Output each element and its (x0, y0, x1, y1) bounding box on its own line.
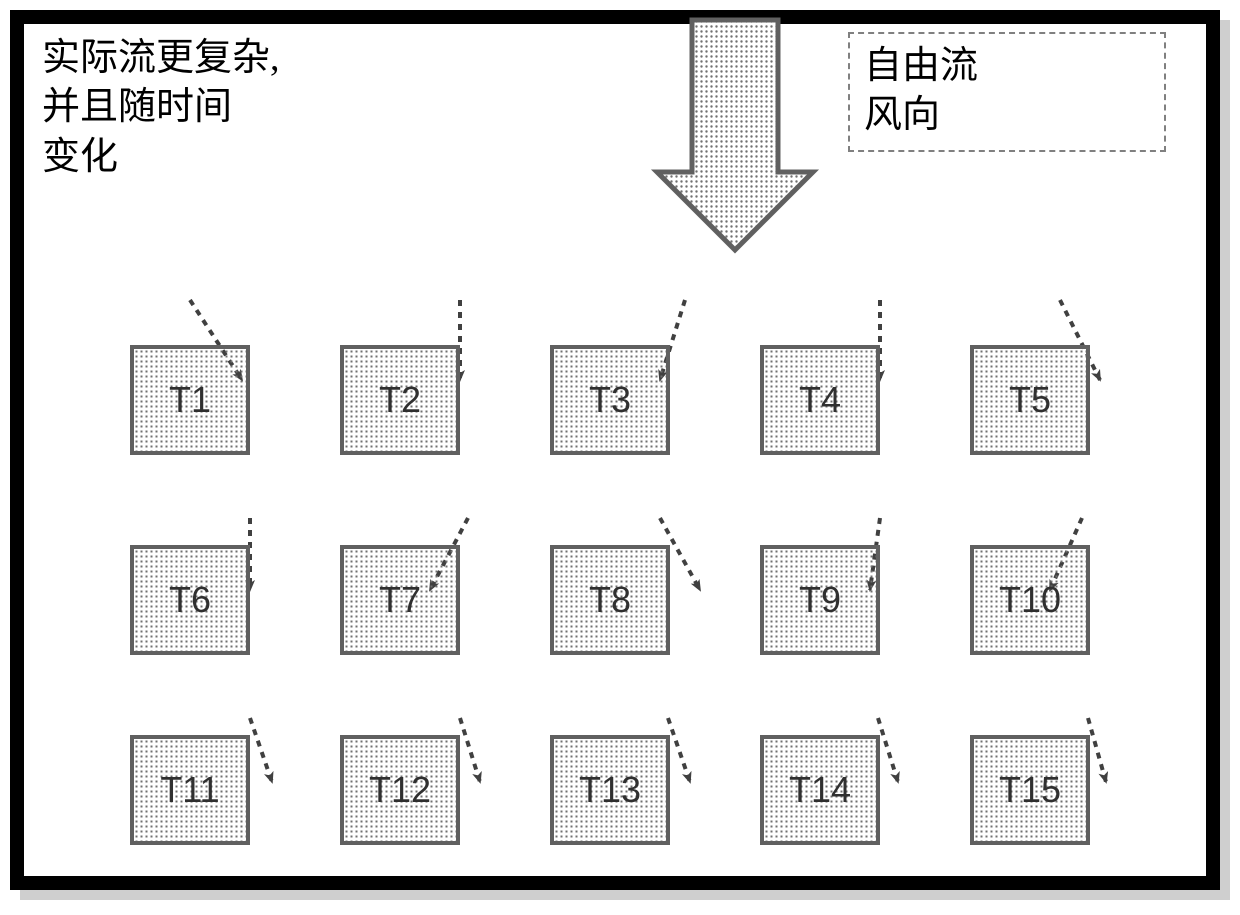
turbine-label: T9 (799, 579, 841, 621)
turbine-box: T11 (130, 735, 250, 845)
legend-line: 自由流 (864, 42, 1150, 91)
turbine-box: T12 (340, 735, 460, 845)
legend-line: 风向 (864, 91, 1150, 140)
turbine-box: T10 (970, 545, 1090, 655)
turbine-box: T6 (130, 545, 250, 655)
turbine-box: T5 (970, 345, 1090, 455)
legend-box: 自由流风向 (848, 32, 1166, 152)
turbine-label: T15 (999, 769, 1061, 811)
turbine-box: T14 (760, 735, 880, 845)
turbine-box: T3 (550, 345, 670, 455)
turbine-box: T4 (760, 345, 880, 455)
turbine-box: T13 (550, 735, 670, 845)
turbine-label: T13 (579, 769, 641, 811)
turbine-box: T1 (130, 345, 250, 455)
caption-line: 变化 (42, 133, 280, 182)
turbine-label: T4 (799, 379, 841, 421)
caption-line: 实际流更复杂, (42, 34, 280, 83)
turbine-box: T8 (550, 545, 670, 655)
turbine-label: T5 (1009, 379, 1051, 421)
turbine-label: T2 (379, 379, 421, 421)
turbine-label: T6 (169, 579, 211, 621)
turbine-label: T10 (999, 579, 1061, 621)
turbine-label: T12 (369, 769, 431, 811)
turbine-label: T14 (789, 769, 851, 811)
turbine-box: T2 (340, 345, 460, 455)
turbine-box: T7 (340, 545, 460, 655)
turbine-label: T7 (379, 579, 421, 621)
turbine-box: T9 (760, 545, 880, 655)
turbine-label: T11 (160, 769, 219, 811)
turbine-box: T15 (970, 735, 1090, 845)
page: 实际流更复杂,并且随时间变化 自由流风向 T1 T2 T3 T4 T5 T6 T7 T8 T9 T… (0, 0, 1240, 915)
caption-line: 并且随时间 (42, 83, 280, 132)
caption-text: 实际流更复杂,并且随时间变化 (42, 34, 280, 182)
turbine-label: T1 (169, 379, 211, 421)
turbine-label: T8 (589, 579, 631, 621)
turbine-label: T3 (589, 379, 631, 421)
